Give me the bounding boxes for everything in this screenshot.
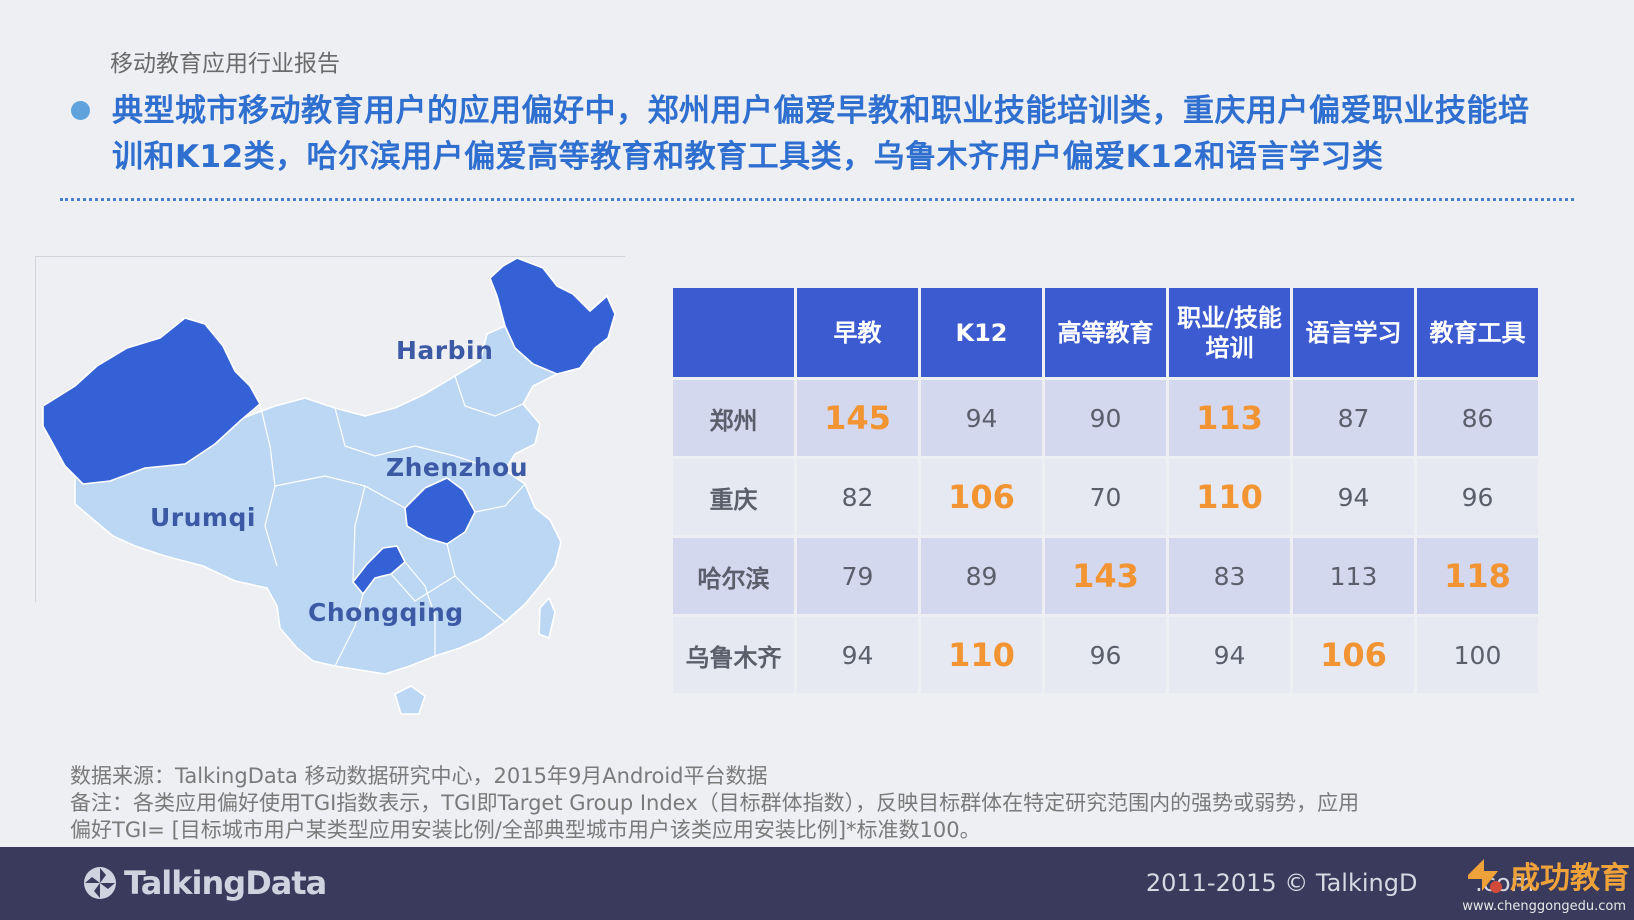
- map-label-harbin: Harbin: [396, 336, 494, 365]
- map-label-urumqi: Urumqi: [150, 503, 256, 532]
- table-header-cell: 早教: [797, 288, 918, 377]
- china-map: [42, 257, 616, 715]
- table-header-line-1: 职业/技能: [1177, 303, 1282, 332]
- map-frame-left: [35, 256, 36, 602]
- watermark: 成功教育: [1462, 853, 1630, 897]
- table-value-cell: 113: [1293, 538, 1414, 614]
- table-value-cell: 106: [921, 459, 1042, 535]
- table-value-cell: 96: [1045, 617, 1166, 693]
- table-header-line-2: 培训: [1205, 333, 1254, 362]
- watermark-logo-icon: [1468, 859, 1502, 893]
- tgi-table: 早教 K12 高等教育 职业/技能 培训 语言学习 教育工具 郑州 145 94 90 1…: [670, 285, 1541, 696]
- footnote-source: 数据来源：TalkingData 移动数据研究中心，2015年9月Android…: [70, 764, 768, 788]
- dotted-divider: [60, 198, 1574, 201]
- table-value-cell: 113: [1169, 380, 1290, 456]
- table-row: 重庆 82 106 70 110 94 96: [673, 459, 1538, 535]
- table-header-cell: 高等教育: [1045, 288, 1166, 377]
- map-label-chongqing: Chongqing: [308, 598, 464, 627]
- table-header-cell: K12: [921, 288, 1042, 377]
- footer-bar: TalkingData 2011-2015 © TalkingD .com 成功…: [0, 847, 1634, 920]
- footer-logo: TalkingData: [82, 861, 327, 905]
- map-region-hainan: [394, 685, 426, 715]
- table-header-cell: 语言学习: [1293, 288, 1414, 377]
- footnote-note-1: 备注：各类应用偏好使用TGI指数表示，TGI即Target Group Inde…: [70, 791, 1360, 815]
- table-value-cell: 89: [921, 538, 1042, 614]
- table-city-cell: 重庆: [673, 459, 794, 535]
- table-value-cell: 86: [1417, 380, 1538, 456]
- table-value-cell: 110: [921, 617, 1042, 693]
- bullet-dot: [71, 101, 90, 120]
- table-value-cell: 96: [1417, 459, 1538, 535]
- footnote-note-2: 偏好TGI= [目标城市用户某类型应用安装比例/全部典型城市用户该类应用安装比例…: [70, 818, 981, 842]
- table-value-cell: 83: [1169, 538, 1290, 614]
- watermark-url: www.chenggongedu.com: [1462, 899, 1626, 914]
- table-value-cell: 143: [1045, 538, 1166, 614]
- map-region-taiwan: [538, 597, 556, 639]
- table-header-row: 早教 K12 高等教育 职业/技能 培训 语言学习 教育工具: [673, 288, 1538, 377]
- map-label-zhenzhou: Zhenzhou: [386, 453, 529, 482]
- table-value-cell: 70: [1045, 459, 1166, 535]
- footer-copyright-text: 2011-2015 © TalkingD: [1145, 869, 1418, 897]
- headline-line-1: 典型城市移动教育用户的应用偏好中，郑州用户偏爱早教和职业技能培训类，重庆用户偏爱…: [112, 93, 1530, 129]
- headline: 典型城市移动教育用户的应用偏好中，郑州用户偏爱早教和职业技能培训类，重庆用户偏爱…: [112, 88, 1562, 180]
- table-row: 哈尔滨 79 89 143 83 113 118: [673, 538, 1538, 614]
- table-value-cell: 94: [797, 617, 918, 693]
- map-region-harbin: [489, 257, 616, 375]
- report-label: 移动教育应用行业报告: [110, 51, 340, 77]
- table-value-cell: 90: [1045, 380, 1166, 456]
- table-value-cell: 87: [1293, 380, 1414, 456]
- table-value-cell: 94: [1169, 617, 1290, 693]
- table-value-cell: 106: [1293, 617, 1414, 693]
- headline-line-2: 训和K12类，哈尔滨用户偏爱高等教育和教育工具类，乌鲁木齐用户偏爱K12和语言学…: [112, 139, 1384, 175]
- footer-logo-text: TalkingData: [124, 864, 327, 902]
- table-value-cell: 118: [1417, 538, 1538, 614]
- watermark-text: 成功教育: [1510, 861, 1630, 896]
- table-city-cell: 哈尔滨: [673, 538, 794, 614]
- table-row: 乌鲁木齐 94 110 96 94 106 100: [673, 617, 1538, 693]
- table-value-cell: 82: [797, 459, 918, 535]
- table-city-cell: 郑州: [673, 380, 794, 456]
- table-header-cell: 教育工具: [1417, 288, 1538, 377]
- table-value-cell: 145: [797, 380, 918, 456]
- table-value-cell: 110: [1169, 459, 1290, 535]
- table-header-cell: 职业/技能 培训: [1169, 288, 1290, 377]
- map-frame-top: [35, 256, 625, 257]
- table-value-cell: 100: [1417, 617, 1538, 693]
- table-value-cell: 94: [1293, 459, 1414, 535]
- pinwheel-icon: [84, 867, 116, 899]
- map-region-zhenzhou: [404, 477, 476, 545]
- table-value-cell: 79: [797, 538, 918, 614]
- table-header-corner: [673, 288, 794, 377]
- table-city-cell: 乌鲁木齐: [673, 617, 794, 693]
- table-row: 郑州 145 94 90 113 87 86: [673, 380, 1538, 456]
- footnote: 数据来源：TalkingData 移动数据研究中心，2015年9月Android…: [70, 763, 1570, 844]
- table-value-cell: 94: [921, 380, 1042, 456]
- footer-copyright: 2011-2015 © TalkingD .com: [1146, 869, 1534, 897]
